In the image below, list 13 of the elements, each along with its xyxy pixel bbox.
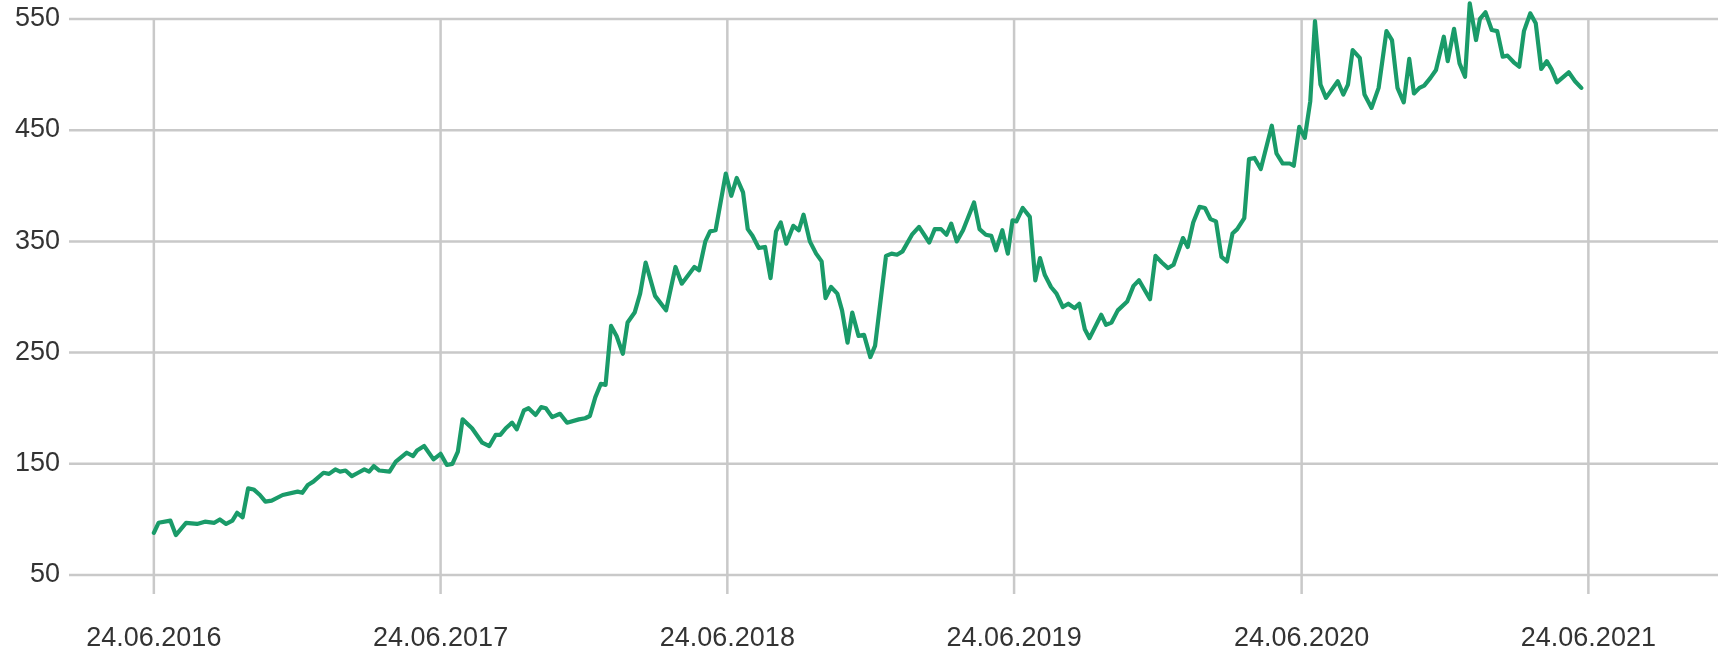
x-tick-label: 24.06.2019 bbox=[946, 622, 1082, 652]
y-tick-label: 50 bbox=[29, 558, 60, 589]
x-tick-label: 24.06.2018 bbox=[659, 622, 795, 652]
x-tick-label: 24.06.2021 bbox=[1520, 622, 1656, 652]
x-tick-label: 24.06.2016 bbox=[86, 622, 222, 652]
y-tick-label: 350 bbox=[14, 224, 60, 255]
y-tick-label: 550 bbox=[14, 2, 60, 33]
line-series bbox=[151, 1, 1584, 538]
y-tick-label: 450 bbox=[14, 113, 60, 144]
y-tick-label: 250 bbox=[14, 335, 60, 366]
x-tick-label: 24.06.2020 bbox=[1234, 622, 1370, 652]
y-tick-label: 150 bbox=[14, 446, 60, 477]
x-tick-label: 24.06.2017 bbox=[373, 622, 509, 652]
